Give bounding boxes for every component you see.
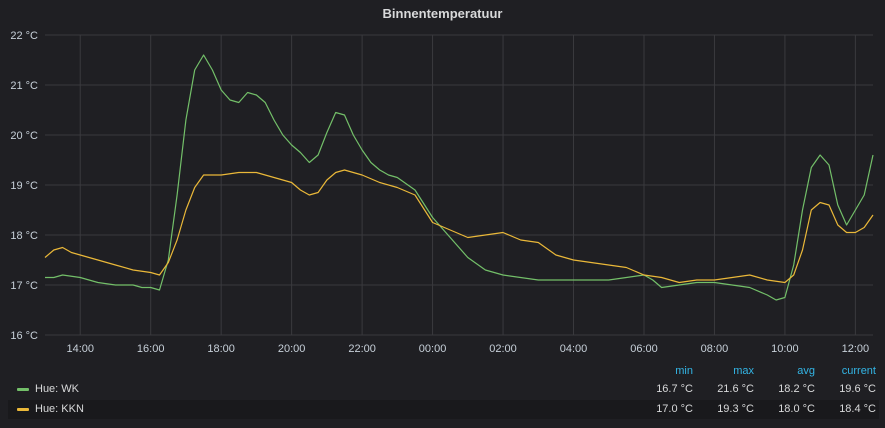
x-tick-label: 20:00 bbox=[278, 343, 306, 355]
legend-header-avg[interactable]: avg bbox=[797, 365, 815, 377]
x-tick-label: 12:00 bbox=[842, 343, 870, 355]
legend-header-current[interactable]: current bbox=[841, 365, 876, 377]
x-tick-label: 18:00 bbox=[207, 343, 235, 355]
legend-series-name[interactable]: Hue: WK bbox=[35, 383, 80, 395]
x-tick-label: 16:00 bbox=[137, 343, 165, 355]
y-axis: 16 °C 17 °C 18 °C 19 °C 20 °C 21 °C 22 °C bbox=[10, 30, 38, 342]
x-tick-label: 14:00 bbox=[66, 343, 94, 355]
legend-value-min: 16.7 °C bbox=[656, 383, 693, 395]
x-tick-label: 08:00 bbox=[701, 343, 729, 355]
y-tick-label: 16 °C bbox=[10, 330, 38, 342]
legend-value-max: 19.3 °C bbox=[717, 403, 754, 415]
y-tick-label: 19 °C bbox=[10, 180, 38, 192]
x-tick-label: 02:00 bbox=[489, 343, 517, 355]
legend-row-wk[interactable]: Hue: WK 16.7 °C 21.6 °C 18.2 °C 19.6 °C bbox=[8, 380, 879, 399]
legend-value-avg: 18.2 °C bbox=[778, 383, 815, 395]
y-tick-label: 18 °C bbox=[10, 230, 38, 242]
legend-row-kkn[interactable]: Hue: KKN 17.0 °C 19.3 °C 18.0 °C 18.4 °C bbox=[8, 400, 879, 419]
legend-value-min: 17.0 °C bbox=[656, 403, 693, 415]
legend-header-min[interactable]: min bbox=[675, 365, 693, 377]
series-line-hue-wk[interactable] bbox=[45, 54, 874, 301]
chart-grid bbox=[45, 34, 873, 336]
x-tick-label: 22:00 bbox=[348, 343, 376, 355]
x-tick-label: 10:00 bbox=[771, 343, 799, 355]
x-tick-label: 00:00 bbox=[419, 343, 447, 355]
legend-swatch-kkn[interactable] bbox=[17, 408, 29, 411]
legend-series-name[interactable]: Hue: KKN bbox=[35, 403, 84, 415]
y-tick-label: 17 °C bbox=[10, 280, 38, 292]
legend-value-avg: 18.0 °C bbox=[778, 403, 815, 415]
y-tick-label: 21 °C bbox=[10, 80, 38, 92]
legend-value-max: 21.6 °C bbox=[717, 383, 754, 395]
x-axis: 14:00 16:00 18:00 20:00 22:00 00:00 02:00 04:00… bbox=[66, 343, 869, 355]
chart-area[interactable]: 16 °C 17 °C 18 °C 19 °C 20 °C 21 °C 22 °C 14:0… bbox=[0, 0, 885, 360]
legend-value-current: 19.6 °C bbox=[839, 383, 876, 395]
y-tick-label: 22 °C bbox=[10, 30, 38, 42]
y-tick-label: 20 °C bbox=[10, 130, 38, 142]
x-tick-label: 06:00 bbox=[630, 343, 658, 355]
series-line-hue-kkn[interactable] bbox=[44, 169, 874, 284]
panel-title[interactable]: Binnentemperatuur bbox=[382, 6, 503, 21]
x-tick-label: 04:00 bbox=[560, 343, 588, 355]
legend-header-max[interactable]: max bbox=[733, 365, 754, 377]
series-lines bbox=[44, 54, 874, 301]
legend-swatch-wk[interactable] bbox=[17, 388, 29, 391]
legend-value-current: 18.4 °C bbox=[839, 403, 876, 415]
